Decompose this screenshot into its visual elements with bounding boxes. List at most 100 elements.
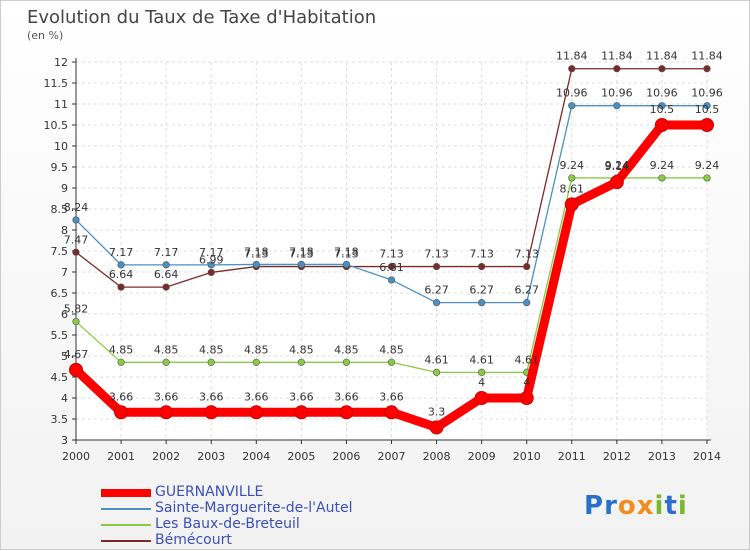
data-label: 7.13 (469, 248, 494, 261)
data-label: 3.66 (109, 390, 134, 403)
data-point (72, 317, 80, 326)
data-point (613, 65, 621, 73)
data-label: 11.84 (691, 50, 723, 63)
data-point (703, 102, 711, 110)
legend-label: GUERNANVILLE (155, 484, 264, 500)
y-tick-label: 12 (54, 56, 68, 69)
data-point (297, 260, 305, 269)
chart-title: Evolution du Taux de Taxe d'Habitation (27, 7, 377, 28)
data-point (207, 268, 215, 277)
data-point (609, 175, 624, 190)
data-label: 7.13 (424, 248, 449, 261)
data-label: 4.85 (199, 343, 224, 356)
data-point (162, 261, 170, 269)
legend-swatch (101, 508, 151, 510)
y-tick-label: 4 (61, 392, 68, 405)
data-label: 4.85 (109, 343, 134, 356)
data-label: 7.13 (244, 248, 269, 261)
data-point (252, 260, 260, 269)
data-label: 4.85 (289, 343, 314, 356)
data-point (700, 118, 714, 132)
data-label: 8.61 (560, 182, 585, 195)
data-point (658, 65, 666, 73)
x-tick-label: 2006 (332, 450, 360, 463)
data-point (117, 358, 125, 366)
legend-label: Les Baux-de-Breteuil (155, 516, 300, 532)
data-point (613, 102, 621, 110)
data-point (564, 197, 579, 212)
data-label: 11.84 (556, 50, 588, 63)
proxiti-logo: Proxiti (584, 491, 688, 521)
y-tick-label: 11.5 (44, 77, 69, 90)
data-label: 6.81 (379, 261, 404, 274)
data-label: 9.24 (695, 159, 720, 172)
data-label: 6.99 (199, 253, 224, 266)
x-tick-label: 2007 (378, 450, 406, 463)
y-tick-label: 7 (61, 266, 68, 279)
data-label: 5.82 (64, 303, 89, 316)
y-tick-label: 8 (61, 224, 68, 237)
data-label: 7.18 (244, 245, 269, 258)
data-point (703, 65, 711, 73)
data-label: 6.64 (109, 268, 134, 281)
y-tick-label: 8.5 (51, 203, 69, 216)
data-label: 4.85 (334, 343, 359, 356)
data-point (432, 299, 441, 307)
legend-swatch (101, 489, 151, 497)
data-label: 7.17 (109, 246, 134, 259)
data-label: 7.18 (289, 245, 314, 258)
legend-label: Bémécourt (155, 532, 232, 548)
data-point (523, 299, 531, 307)
data-point (114, 405, 129, 420)
data-point (342, 260, 351, 269)
legend-label: Sainte-Marguerite-de-l'Autel (155, 500, 353, 516)
data-point (297, 358, 305, 366)
y-tick-label: 11 (54, 98, 68, 111)
data-point (568, 174, 576, 182)
data-label: 7.13 (514, 248, 539, 261)
data-point (703, 174, 711, 182)
data-label: 4 (523, 376, 530, 389)
data-label: 3.66 (244, 390, 269, 403)
x-tick-label: 2010 (513, 450, 541, 463)
data-label: 6.27 (469, 284, 494, 297)
x-tick-label: 2012 (603, 450, 631, 463)
x-tick-label: 2008 (423, 450, 451, 463)
chart-subtitle: (en %) (27, 29, 64, 42)
data-point (207, 358, 215, 366)
data-point (159, 405, 174, 420)
data-label: 8.24 (64, 201, 89, 214)
data-label: 7.47 (64, 233, 89, 246)
data-label: 10.96 (601, 87, 633, 100)
y-tick-label: 6 (61, 308, 68, 321)
data-point (162, 358, 170, 366)
x-tick-label: 2009 (468, 450, 496, 463)
y-tick-label: 6.5 (51, 287, 69, 300)
data-point (384, 405, 399, 420)
x-tick-label: 2005 (287, 450, 315, 463)
data-label: 11.84 (601, 50, 633, 63)
data-point (519, 391, 534, 405)
y-tick-label: 9.5 (51, 161, 69, 174)
data-label: 7.18 (334, 245, 359, 258)
data-point (568, 65, 576, 73)
x-tick-label: 2004 (242, 450, 270, 463)
data-label: 10.96 (691, 87, 723, 100)
data-point (72, 248, 80, 256)
y-tick-label: 10.5 (44, 119, 69, 132)
data-label: 4.61 (424, 353, 449, 366)
data-label: 4.61 (514, 353, 539, 366)
data-label: 4.85 (244, 343, 269, 356)
x-tick-label: 2014 (693, 450, 721, 463)
x-tick-label: 2000 (62, 450, 90, 463)
data-point (342, 358, 351, 366)
data-label: 6.64 (154, 268, 179, 281)
data-label: 7.17 (199, 246, 224, 259)
data-point (432, 368, 441, 376)
y-tick-label: 10 (54, 140, 68, 153)
data-point (568, 102, 576, 110)
data-point (69, 362, 83, 377)
data-label: 4.67 (64, 348, 89, 361)
y-tick-label: 9 (61, 182, 68, 195)
